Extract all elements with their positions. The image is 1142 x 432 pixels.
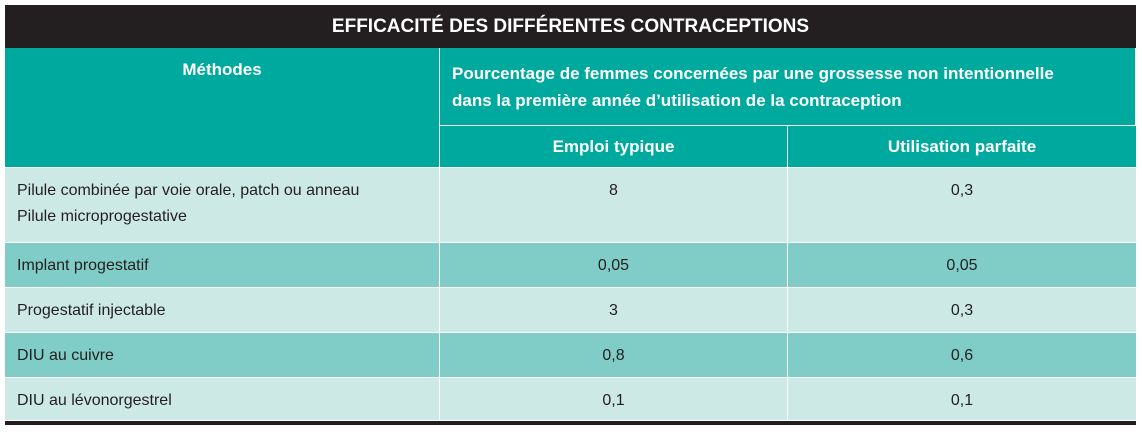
- title-text: EFFICACITÉ DES DIFFÉRENTES CONTRACEPTION…: [331, 16, 810, 37]
- method-cell: DIU au lévonorgestrel: [5, 378, 440, 421]
- method-cell: Pilule combinée par voie orale, patch ou…: [5, 168, 440, 243]
- method-text: DIU au cuivre: [17, 347, 114, 364]
- cell-value: 0,6: [950, 347, 974, 364]
- method-text: DIU au lévonorgestrel: [17, 392, 172, 409]
- perfect-cell: 0,3: [788, 288, 1136, 333]
- perfect-cell: 0,05: [788, 243, 1136, 288]
- method-text: Pilule combinée par voie orale, patch ou…: [17, 182, 360, 199]
- cell-value: 0,8: [602, 347, 625, 364]
- bottom-rule: [5, 421, 1136, 425]
- cell-value: 0,1: [602, 392, 625, 409]
- table-title: EFFICACITÉ DES DIFFÉRENTES CONTRACEPTION…: [5, 5, 1136, 48]
- perfect-cell: 0,6: [788, 333, 1136, 378]
- cell-value: 0,05: [946, 257, 978, 274]
- method-cell: DIU au cuivre: [5, 333, 440, 378]
- cell-value: 0,3: [950, 302, 974, 319]
- header-percentage: Pourcentage de femmes concernées par une…: [440, 48, 1136, 126]
- cell-value: 0,1: [950, 392, 974, 409]
- header-methods: Méthodes: [5, 48, 440, 168]
- header-text: Emploi typique: [552, 137, 675, 156]
- perfect-cell: 0,3: [788, 168, 1136, 243]
- cell-value: 0,3: [950, 182, 974, 199]
- typical-cell: 0,8: [440, 333, 788, 378]
- header-text: Pourcentage de femmes concernées par une…: [452, 64, 1054, 83]
- method-text: Pilule microprogestative: [17, 208, 187, 225]
- typical-cell: 3: [440, 288, 788, 333]
- typical-cell: 0,05: [440, 243, 788, 288]
- method-text: Implant progestatif: [17, 257, 149, 274]
- header-text: Méthodes: [182, 60, 262, 79]
- header-typical: Emploi typique: [440, 126, 788, 168]
- method-cell: Progestatif injectable: [5, 288, 440, 333]
- header-text: Utilisation parfaite: [887, 137, 1037, 156]
- cell-value: 0,05: [597, 257, 630, 274]
- perfect-cell: 0,1: [788, 378, 1136, 421]
- cell-value: 8: [609, 182, 618, 199]
- header-text: dans la première année d’utilisation de …: [452, 91, 902, 110]
- header-perfect: Utilisation parfaite: [788, 126, 1136, 168]
- typical-cell: 0,1: [440, 378, 788, 421]
- method-cell: Implant progestatif: [5, 243, 440, 288]
- typical-cell: 8: [440, 168, 788, 243]
- cell-value: 3: [609, 302, 618, 319]
- method-text: Progestatif injectable: [17, 302, 166, 319]
